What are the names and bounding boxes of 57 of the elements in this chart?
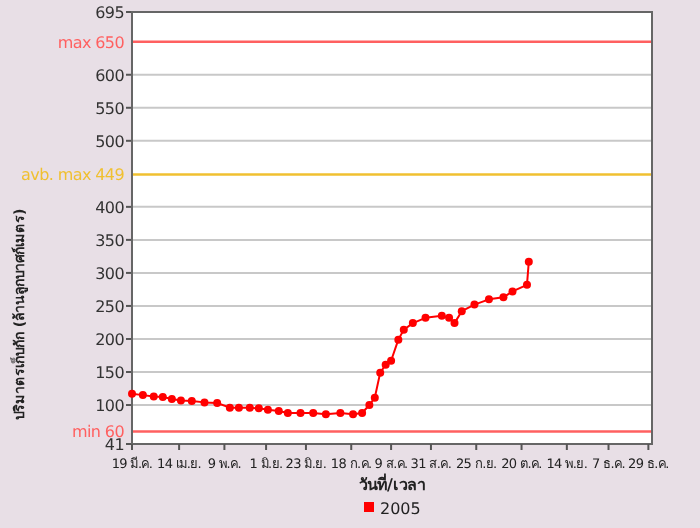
point (394, 335, 403, 344)
point (245, 403, 254, 412)
point (349, 410, 358, 419)
point (470, 300, 479, 309)
y-tick-label: 300 (95, 264, 125, 283)
point (254, 404, 263, 413)
point (445, 313, 454, 322)
y-tick-label: 350 (95, 231, 125, 250)
y-tick-label: 200 (95, 330, 125, 349)
ref-line-label: avb. max 449 (21, 166, 125, 185)
y-tick-label: 100 (95, 397, 125, 416)
point (158, 393, 167, 402)
point (321, 410, 330, 419)
point (450, 319, 459, 328)
y-tick-label: 695 (95, 4, 125, 22)
point (381, 360, 390, 369)
ref-line-label: max 650 (57, 33, 125, 52)
point (370, 393, 379, 402)
point (283, 408, 292, 417)
point (234, 403, 243, 412)
y-tick-label: 400 (95, 198, 125, 217)
y-tick-label: 250 (95, 297, 125, 316)
y-tick-label: 500 (95, 132, 125, 151)
point (421, 313, 430, 322)
legend-label: 2005 (380, 500, 421, 518)
point (437, 311, 446, 320)
y-tick-label: 41 (104, 436, 125, 454)
point (408, 319, 417, 328)
point (138, 391, 147, 400)
point (213, 399, 222, 408)
point (387, 356, 396, 365)
x-axis-title: วันที่/เวลา (359, 472, 425, 494)
point (358, 408, 367, 417)
point (399, 325, 408, 334)
point (149, 392, 158, 401)
point (225, 403, 234, 412)
point (457, 307, 466, 316)
point (187, 397, 196, 406)
point (522, 280, 531, 289)
point (167, 395, 176, 404)
point (484, 295, 493, 304)
point (128, 389, 136, 398)
point (365, 401, 374, 410)
point (200, 398, 209, 407)
point (524, 257, 533, 266)
point (376, 368, 385, 377)
y-tick-label: 600 (95, 66, 125, 85)
point (499, 293, 508, 302)
y-tick-label: 150 (95, 364, 125, 382)
point (296, 408, 305, 417)
point (263, 405, 272, 414)
point (176, 396, 185, 405)
point (309, 408, 318, 417)
point (274, 406, 283, 415)
point (336, 408, 345, 417)
point (508, 287, 517, 296)
y-tick-label: 550 (95, 99, 125, 118)
